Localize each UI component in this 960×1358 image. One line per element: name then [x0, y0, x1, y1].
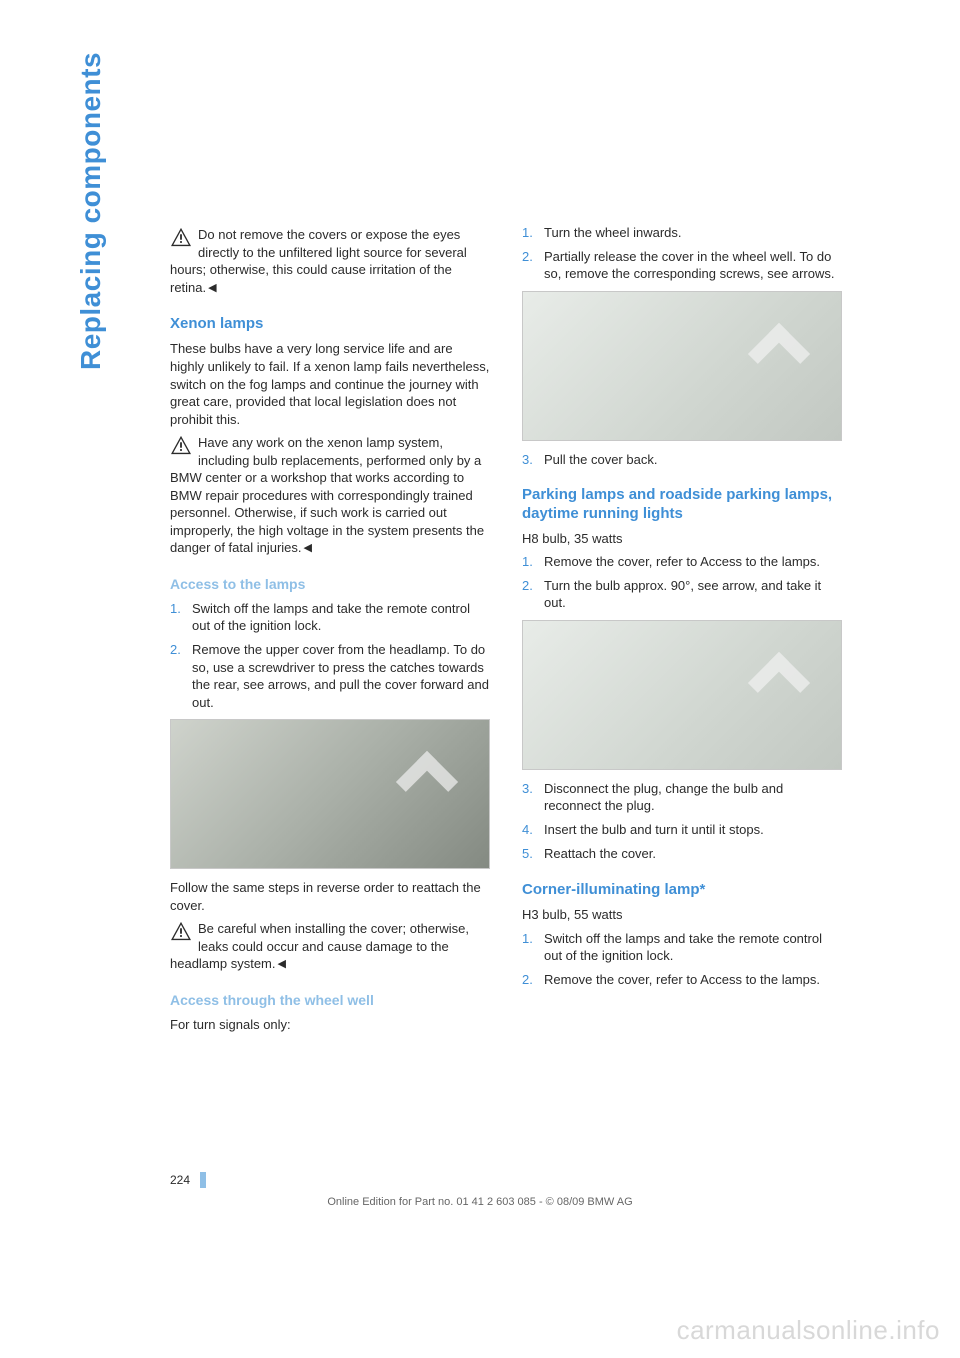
figure-bulb-90deg	[522, 620, 842, 770]
step-number: 2.	[522, 971, 544, 989]
watermark-text: carmanualsonline.info	[677, 1315, 940, 1346]
step-number: 1.	[522, 930, 544, 965]
warning-block-2: Have any work on the xenon lamp system, …	[170, 434, 490, 557]
page-marker-icon	[200, 1172, 206, 1188]
body-text: Follow the same steps in reverse order t…	[170, 879, 490, 914]
heading-corner-lamp: Corner-illuminating lamp*	[522, 880, 842, 900]
footer-copyright: Online Edition for Part no. 01 41 2 603 …	[327, 1196, 632, 1208]
bulb-spec: H3 bulb, 55 watts	[522, 906, 842, 924]
step-text: Reattach the cover.	[544, 845, 842, 863]
list-item: 1.Turn the wheel inwards.	[522, 224, 842, 242]
warning-icon	[170, 435, 192, 455]
warning-block-1: Do not remove the covers or expose the e…	[170, 226, 490, 296]
steps-list: 3.Disconnect the plug, change the bulb a…	[522, 780, 842, 862]
steps-list: 1.Switch off the lamps and take the remo…	[170, 600, 490, 711]
step-text: Remove the upper cover from the headlamp…	[192, 641, 490, 711]
step-number: 2.	[522, 248, 544, 283]
list-item: 2.Remove the upper cover from the headla…	[170, 641, 490, 711]
warning-icon	[170, 921, 192, 941]
right-column: 1.Turn the wheel inwards. 2.Partially re…	[522, 220, 842, 1039]
step-number: 1.	[170, 600, 192, 635]
end-triangle-icon: ◀	[304, 541, 312, 556]
step-number: 4.	[522, 821, 544, 839]
list-item: 5.Reattach the cover.	[522, 845, 842, 863]
step-number: 3.	[522, 780, 544, 815]
step-number: 2.	[170, 641, 192, 711]
step-number: 2.	[522, 577, 544, 612]
step-text: Switch off the lamps and take the remote…	[192, 600, 490, 635]
end-triangle-icon: ◀	[278, 957, 286, 972]
step-text: Pull the cover back.	[544, 451, 842, 469]
warning-text: Have any work on the xenon lamp system, …	[170, 435, 484, 555]
step-number: 3.	[522, 451, 544, 469]
step-number: 1.	[522, 553, 544, 571]
steps-list: 1.Switch off the lamps and take the remo…	[522, 930, 842, 989]
step-text: Partially release the cover in the wheel…	[544, 248, 842, 283]
page-number-text: 224	[170, 1173, 198, 1187]
list-item: 1.Switch off the lamps and take the remo…	[170, 600, 490, 635]
list-item: 2.Turn the bulb approx. 90°, see arrow, …	[522, 577, 842, 612]
steps-list: 1.Turn the wheel inwards. 2.Partially re…	[522, 224, 842, 283]
step-text: Remove the cover, refer to Access to the…	[544, 553, 842, 571]
step-text: Turn the bulb approx. 90°, see arrow, an…	[544, 577, 842, 612]
body-text: These bulbs have a very long service lif…	[170, 340, 490, 428]
heading-parking-lamps: Parking lamps and roadside parking lamps…	[522, 486, 842, 524]
list-item: 1.Switch off the lamps and take the remo…	[522, 930, 842, 965]
heading-access-lamps: Access to the lamps	[170, 575, 490, 594]
list-item: 2.Partially release the cover in the whe…	[522, 248, 842, 283]
body-text: For turn signals only:	[170, 1016, 490, 1034]
end-triangle-icon: ◀	[208, 281, 216, 296]
step-text: Insert the bulb and turn it until it sto…	[544, 821, 842, 839]
content-columns: Do not remove the covers or expose the e…	[170, 220, 880, 1039]
step-text: Turn the wheel inwards.	[544, 224, 842, 242]
list-item: 2.Remove the cover, refer to Access to t…	[522, 971, 842, 989]
list-item: 3.Disconnect the plug, change the bulb a…	[522, 780, 842, 815]
steps-list: 3.Pull the cover back.	[522, 451, 842, 469]
left-column: Do not remove the covers or expose the e…	[170, 220, 490, 1039]
warning-block-3: Be careful when installing the cover; ot…	[170, 920, 490, 973]
steps-list: 1.Remove the cover, refer to Access to t…	[522, 553, 842, 612]
step-number: 5.	[522, 845, 544, 863]
step-text: Switch off the lamps and take the remote…	[544, 930, 842, 965]
heading-access-wheel-well: Access through the wheel well	[170, 991, 490, 1010]
list-item: 4.Insert the bulb and turn it until it s…	[522, 821, 842, 839]
bulb-spec: H8 bulb, 35 watts	[522, 530, 842, 548]
page-number: 224	[170, 1173, 206, 1188]
step-number: 1.	[522, 224, 544, 242]
step-text: Remove the cover, refer to Access to the…	[544, 971, 842, 989]
figure-wheel-well	[522, 291, 842, 441]
warning-icon	[170, 227, 192, 247]
list-item: 3.Pull the cover back.	[522, 451, 842, 469]
step-text: Disconnect the plug, change the bulb and…	[544, 780, 842, 815]
warning-text: Be careful when installing the cover; ot…	[170, 921, 469, 971]
side-chapter-title: Replacing components	[75, 52, 107, 370]
figure-headlamp-cover	[170, 719, 490, 869]
list-item: 1.Remove the cover, refer to Access to t…	[522, 553, 842, 571]
heading-xenon-lamps: Xenon lamps	[170, 314, 490, 334]
